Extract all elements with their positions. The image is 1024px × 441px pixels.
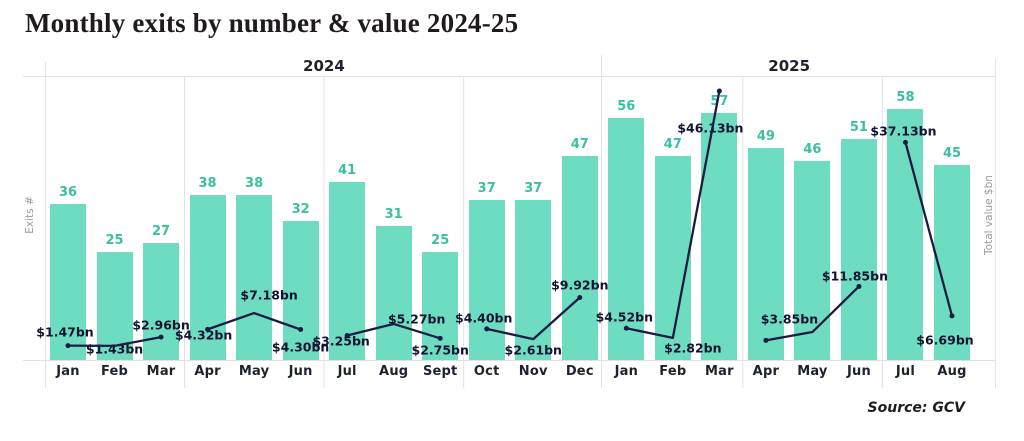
line-value-label: $2.96bn <box>132 317 190 333</box>
month-label: Jul <box>895 364 916 379</box>
month-label: Sept <box>422 364 458 379</box>
bar-value-label: 37 <box>524 180 543 196</box>
bar-value-label: 38 <box>198 176 217 192</box>
bar-value-label: 25 <box>105 232 124 248</box>
line-value-label: $9.92bn <box>551 277 609 293</box>
month-label: Jun <box>288 364 313 379</box>
month-label: Jul <box>337 364 357 379</box>
bar-value-label: 31 <box>384 206 403 222</box>
chart-title: Monthly exits by number & value 2024-25 <box>25 8 519 38</box>
exits-axis-label: Exits # <box>24 196 36 234</box>
month-label: Mar <box>704 364 734 379</box>
month-label: Jan <box>56 364 80 379</box>
bar-value-label: 51 <box>849 120 868 136</box>
line-value-label: $2.75bn <box>411 342 469 358</box>
bar-value-label: 32 <box>291 202 310 218</box>
bar-2024-sept <box>422 251 459 360</box>
value-axis-label: Total value $bn <box>983 175 995 255</box>
month-label: Apr <box>194 364 221 379</box>
bar-2024-may <box>236 195 273 360</box>
month-label: Feb <box>659 364 687 379</box>
month-label: Aug <box>379 364 409 379</box>
bar-value-label: 25 <box>431 232 450 248</box>
bar-value-label: 46 <box>803 141 822 157</box>
bar-2024-apr <box>189 195 226 360</box>
bar-value-label: 49 <box>756 128 775 144</box>
bar-value-label: 36 <box>58 185 78 201</box>
month-label: Jun <box>846 364 871 379</box>
line-value-label: $5.27bn <box>387 311 446 327</box>
month-label: Apr <box>752 364 780 379</box>
bar-value-label: 37 <box>477 180 496 196</box>
year-label: 2024 <box>303 57 345 75</box>
line-value-label: $2.61bn <box>504 342 562 358</box>
line-value-label: $11.85bn <box>821 268 888 284</box>
month-label: Dec <box>565 364 594 379</box>
month-label: Feb <box>100 364 129 379</box>
line-value-label: $2.82bn <box>664 340 722 356</box>
month-label: May <box>238 364 270 379</box>
year-label: 2025 <box>768 57 811 75</box>
month-label: Nov <box>518 364 548 379</box>
month-label: Aug <box>937 364 967 379</box>
bar-2024-jun <box>282 221 319 360</box>
bar-value-label: 47 <box>570 137 589 153</box>
line-value-label: $6.69bn <box>916 332 974 348</box>
bar-value-label: 38 <box>245 176 264 192</box>
bar-value-label: 41 <box>338 163 357 179</box>
month-label: May <box>797 364 828 379</box>
line-value-label: $7.18bn <box>240 287 298 303</box>
month-label: Oct <box>473 364 500 379</box>
source-credit: Source: GCV <box>867 400 965 416</box>
bar-value-label: 58 <box>896 89 915 105</box>
line-value-label: $1.47bn <box>36 324 94 340</box>
bar-value-label: 27 <box>152 224 171 240</box>
line-value-label: $4.30bn <box>271 339 330 355</box>
line-value-label: $37.13bn <box>870 123 937 139</box>
bar-2024-jan <box>50 204 86 360</box>
month-label: Mar <box>146 364 176 379</box>
month-label: Jan <box>614 364 639 379</box>
line-value-label: $4.32bn <box>174 327 233 343</box>
